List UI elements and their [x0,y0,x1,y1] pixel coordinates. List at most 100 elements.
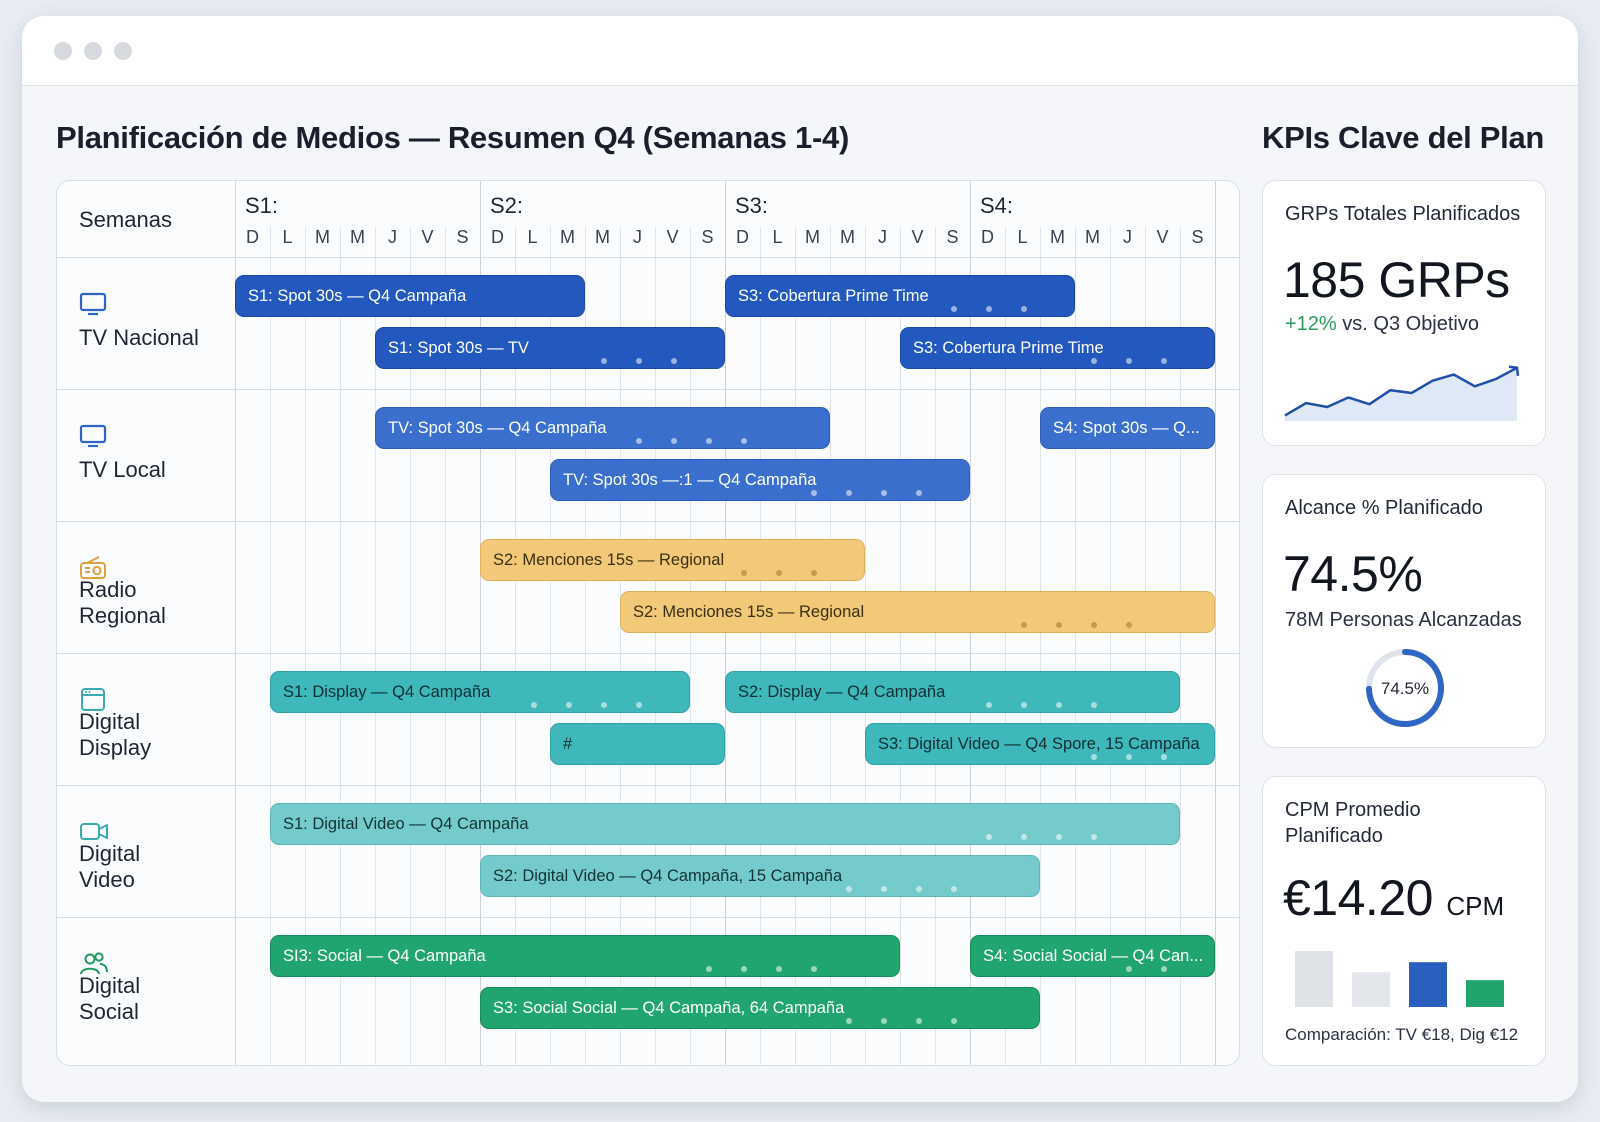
grps-label: GRPs Totales Planificados [1285,203,1521,225]
day-label: M [840,227,855,247]
day-marker-dot [670,438,677,444]
day-marker-dot [1020,702,1027,708]
day-gridline [760,227,761,1065]
day-marker-dot [775,570,782,576]
campaign-bar[interactable]: S2: Display — Q4 Campaña [725,671,1180,713]
cpm-kpi-card[interactable]: CPM Promedio Planificado €14.20 CPM Comp… [1262,776,1546,1066]
day-marker-dot [1055,622,1062,628]
campaign-bar-label: S1: Spot 30s — Q4 Campaña [248,287,467,305]
campaign-bar-label: S3: Cobertura Prime Time [738,287,929,305]
campaign-bar-label: TV: Spot 30s —:1 — Q4 Campaña [563,471,817,489]
label-column-divider [235,181,236,1065]
day-label: D [491,227,504,247]
browser-window-icon [79,687,109,713]
day-gridline [1180,227,1181,1065]
day-label: V [1156,227,1169,247]
radio-icon [79,555,109,581]
cpm-comparison-bar [1409,962,1447,1007]
day-marker-dot [880,886,887,892]
campaign-bar[interactable]: S2: Menciones 15s — Regional [620,591,1215,633]
campaign-bar[interactable]: TV: Spot 30s — Q4 Campaña [375,407,830,449]
day-marker-dot [635,702,642,708]
day-label: M [350,227,365,247]
day-marker-dot [740,966,747,972]
campaign-bar[interactable]: S3: Social Social — Q4 Campaña, 64 Campa… [480,987,1040,1029]
campaign-bar-label: S2: Display — Q4 Campaña [738,683,946,701]
sparkline-arrow [1508,365,1520,376]
window-control-maximize[interactable] [114,42,132,60]
day-gridline [515,227,516,1065]
day-marker-dot [740,438,747,444]
day-gridline [1075,227,1076,1065]
campaign-bar-label: TV: Spot 30s — Q4 Campaña [388,419,607,437]
campaign-bar-label: S1: Display — Q4 Campaña [283,683,491,701]
channel-label: TV Local [79,457,166,482]
campaign-bar[interactable]: S3: Digital Video — Q4 Spore, 15 Campaña [865,723,1215,765]
day-marker-dot [1020,622,1027,628]
day-label: L [282,227,293,247]
day-marker-dot [1125,754,1132,760]
day-marker-dot [1090,622,1097,628]
campaign-bar-label: S4: Social Social — Q4 Can... [983,947,1204,965]
campaign-bar-label: S3: Cobertura Prime Time [913,339,1104,357]
campaign-bar[interactable]: S1: Digital Video — Q4 Campaña [270,803,1180,845]
day-markers [866,754,1214,760]
campaign-bar[interactable]: S2: Menciones 15s — Regional [480,539,865,581]
row-divider [57,785,1239,786]
day-label: J [633,227,642,247]
day-markers [726,306,1074,312]
campaign-bar[interactable]: S4: Spot 30s — Q... [1040,407,1215,449]
day-gridline [410,227,411,1065]
campaign-bar[interactable]: S1: Display — Q4 Campaña [270,671,690,713]
grps-delta: +12% [1285,313,1337,335]
campaign-bar[interactable]: # [550,723,725,765]
cpm-value-line: €14.20 CPM [1283,869,1504,927]
day-marker-dot [600,358,607,364]
day-marker-dot [1055,702,1062,708]
row-divider [57,521,1239,522]
users-icon [79,951,109,977]
day-marker-dot [1160,966,1167,972]
cpm-label-line2: Planificado [1285,825,1383,847]
day-gridline [655,227,656,1065]
campaign-bar[interactable]: S1: Spot 30s — Q4 Campaña [235,275,585,317]
campaign-bar[interactable]: S3: Cobertura Prime Time [725,275,1075,317]
day-markers [971,966,1214,972]
page-title: Planificación de Medios — Resumen Q4 (Se… [56,120,849,155]
campaign-bar[interactable]: S4: Social Social — Q4 Can... [970,935,1215,977]
day-label: D [981,227,994,247]
day-marker-dot [915,1018,922,1024]
campaign-bar-label: # [563,735,573,753]
day-gridline [935,227,936,1065]
campaign-bar[interactable]: TV: Spot 30s —:1 — Q4 Campaña [550,459,970,501]
campaign-bar-label: S2: Menciones 15s — Regional [493,551,725,569]
campaign-bar-label: S2: Menciones 15s — Regional [633,603,865,621]
donut-fill [1366,649,1444,727]
grps-delta-line: +12% vs. Q3 Objetivo [1285,313,1479,336]
campaign-bar-label: S3: Social Social — Q4 Campaña, 64 Campa… [493,999,845,1017]
day-marker-dot [1125,966,1132,972]
cpm-comparison-bar [1352,972,1390,1007]
reach-kpi-card[interactable]: Alcance % Planificado 74.5% 78M Personas… [1262,474,1546,748]
campaign-bar[interactable]: S2: Digital Video — Q4 Campaña, 15 Campa… [480,855,1040,897]
campaign-bar[interactable]: SI3: Social — Q4 Campaña [270,935,900,977]
window-control-minimize[interactable] [84,42,102,60]
day-label: S [701,227,714,247]
day-label: D [246,227,259,247]
grps-kpi-card[interactable]: GRPs Totales Planificados 185 GRPs +12% … [1262,180,1546,446]
window-control-close[interactable] [54,42,72,60]
donut-center-label: 74.5% [1381,679,1429,698]
tv-icon [79,423,109,449]
campaign-bar[interactable]: S3: Cobertura Prime Time [900,327,1215,369]
media-schedule-grid: Semanas S1: D L M M J V S S2: D L M M J V S S3: D L M M J V S S4… [56,180,1240,1066]
campaign-bar[interactable]: S1: Spot 30s — TV [375,327,725,369]
day-gridline [270,227,271,1065]
day-label: J [878,227,887,247]
day-marker-dot [635,438,642,444]
sparkline-line [1284,366,1518,417]
sparkline-area [1285,367,1517,421]
day-marker-dot [985,834,992,840]
channel-label: Digital Display [79,709,152,760]
day-label: D [736,227,749,247]
day-gridline [830,227,831,1065]
